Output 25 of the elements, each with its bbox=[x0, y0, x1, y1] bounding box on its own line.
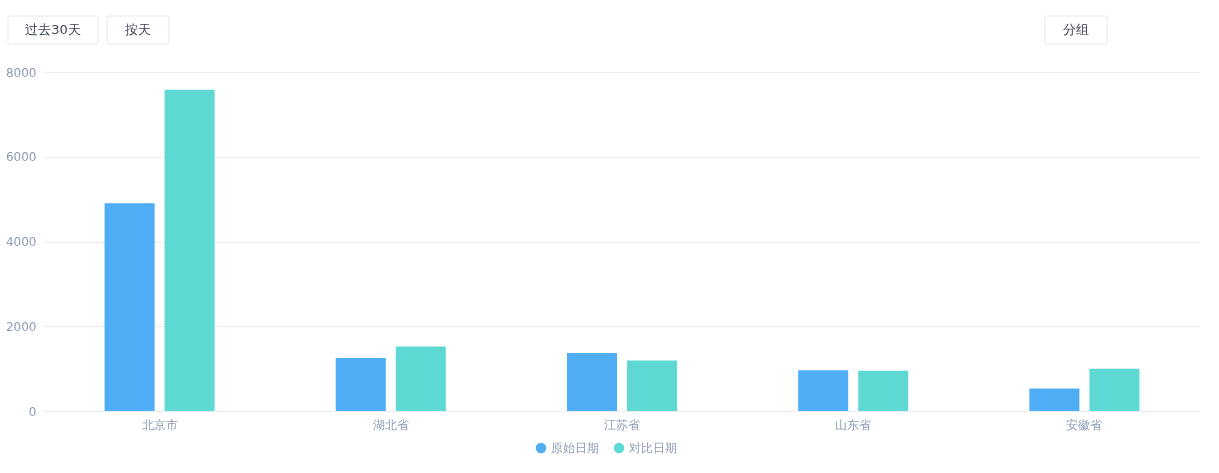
bar bbox=[858, 370, 909, 411]
bar bbox=[104, 203, 155, 411]
y-tick-label: 8000 bbox=[5, 65, 37, 80]
bar bbox=[1029, 388, 1080, 411]
bar bbox=[395, 346, 446, 411]
legend-label: 原始日期 bbox=[551, 441, 599, 455]
text: 分组 bbox=[1063, 22, 1089, 37]
bar bbox=[798, 370, 849, 411]
y-tick-label: 2000 bbox=[5, 319, 37, 334]
x-tick-label: 北京市 bbox=[141, 417, 178, 432]
y-tick-label: 6000 bbox=[5, 150, 37, 165]
x-tick-label: 安徽省 bbox=[1066, 417, 1103, 432]
text: 过去30天 bbox=[25, 22, 81, 37]
bar bbox=[164, 89, 215, 411]
text: 按天 bbox=[125, 22, 151, 37]
bar bbox=[1089, 368, 1140, 411]
bar bbox=[335, 358, 386, 411]
x-tick-label: 江苏省 bbox=[604, 417, 640, 432]
y-tick-label: 4000 bbox=[5, 235, 37, 249]
x-tick-label: 山东省 bbox=[835, 417, 872, 432]
bar bbox=[627, 360, 678, 411]
y-tick-label: 0 bbox=[28, 404, 37, 419]
bar bbox=[566, 352, 617, 411]
legend-label: 对比日期 bbox=[629, 441, 677, 455]
x-tick-label: 湖北省 bbox=[372, 417, 409, 432]
